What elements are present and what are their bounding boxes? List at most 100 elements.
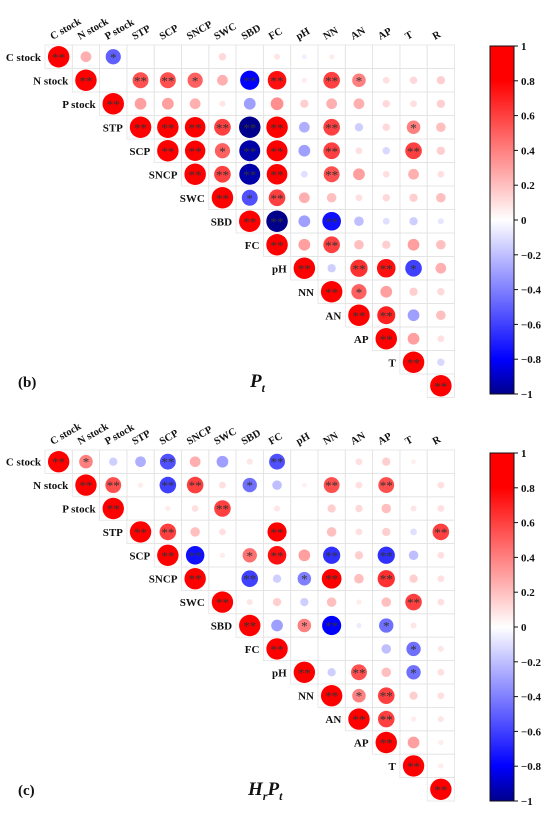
correlation-circle [323,118,340,136]
correlation-circle [184,163,206,185]
correlation-circle [377,687,395,704]
correlation-circle [271,619,283,632]
significance-mark: ** [325,285,338,300]
correlation-circle [159,72,176,89]
panel-title: HrPt [247,779,283,803]
row-label: SNCP [149,574,178,586]
significance-mark: * [247,548,254,563]
correlation-circle [382,100,390,108]
correlation-circle [351,664,367,681]
colorbar-tick-label: −0.6 [521,726,542,738]
grid-cell [153,44,182,69]
grid [44,449,455,802]
significance-mark: ** [271,214,284,229]
correlation-circle [355,194,363,202]
correlation-circle [47,451,70,473]
correlation-circle [266,234,288,256]
correlation-circle [327,668,336,677]
correlation-circle [326,98,338,110]
column-label: NN [322,25,341,42]
significance-mark: * [219,144,226,159]
correlation-circle [239,116,261,138]
correlation-circle [348,304,370,326]
correlation-circle [381,597,392,607]
significance-mark: ** [325,619,338,634]
row-label: SBD [211,621,232,633]
colorbar-tick-label: 0.6 [521,111,535,123]
colorbar-tick-label: 0.4 [521,552,535,564]
correlation-circle [380,285,393,298]
correlation-circle [351,284,367,300]
correlation-circle [327,504,336,513]
correlation-circle [79,454,93,469]
colorbar-tick-label: −0.8 [521,761,542,773]
colorbar-tick-label: 0.8 [521,76,535,88]
grid-cell [399,44,428,69]
grid-cell [317,449,346,474]
significance-mark: ** [380,736,393,751]
correlation-circle [436,99,446,108]
correlation-circle [377,546,395,564]
correlation-circle [437,551,445,559]
correlation-circle [216,455,229,468]
correlation-circle [137,482,144,488]
correlation-circle [191,505,199,512]
grid-cell [235,44,264,69]
row-label: STP [103,527,123,539]
grid-cell [426,613,455,638]
grid-cell [235,519,264,545]
row-label: SCP [129,550,150,562]
significance-mark: * [247,191,254,206]
significance-mark: ** [325,120,338,135]
correlation-circle [411,459,416,465]
correlation-circle [377,306,396,325]
correlation-circle [432,523,450,541]
column-label: pH [294,431,312,448]
correlation-circle [435,262,447,274]
colorbar-tick-label: −0.6 [521,319,542,331]
row-label: STP [103,122,123,134]
correlation-circle [269,453,285,470]
correlation-circle [239,140,261,162]
correlation-circle [382,194,390,202]
correlation-circle [378,477,395,494]
correlation-circle [272,597,282,607]
correlation-circle [355,481,363,489]
correlation-circle [406,665,421,680]
correlation-circle [214,165,231,183]
grid-cell [399,472,428,498]
correlation-circle [430,375,452,397]
correlation-circle [157,544,179,566]
significance-mark: ** [79,478,92,493]
column-label: pH [294,26,312,43]
correlation-circle [407,332,420,345]
row-label: C stock [6,457,42,469]
correlation-circle [266,210,288,232]
correlation-circle [382,76,390,84]
correlation-circle [272,574,282,583]
significance-mark: * [83,455,90,470]
correlation-circle [352,688,366,703]
correlation-circle [409,287,418,296]
grid [44,44,455,398]
row-label: P stock [62,504,96,516]
correlation-circle [409,691,418,700]
correlation-circle [436,310,446,321]
significance-mark: ** [325,478,338,493]
correlation-circle [80,51,92,63]
row-label: C stock [6,52,42,64]
correlation-circle [410,528,417,536]
correlation-circle [382,217,390,225]
row-label: AP [354,738,369,750]
correlation-circle [268,189,286,207]
significance-mark: ** [161,478,174,493]
correlation-circle [267,522,287,542]
correlation-circle [297,571,312,586]
significance-mark: ** [52,50,65,65]
significance-mark: ** [79,73,92,88]
significance-mark: ** [189,548,202,563]
grid-cell [344,636,373,662]
significance-mark: ** [380,712,393,727]
correlation-circle [436,122,446,133]
row-label: NN [298,287,314,299]
